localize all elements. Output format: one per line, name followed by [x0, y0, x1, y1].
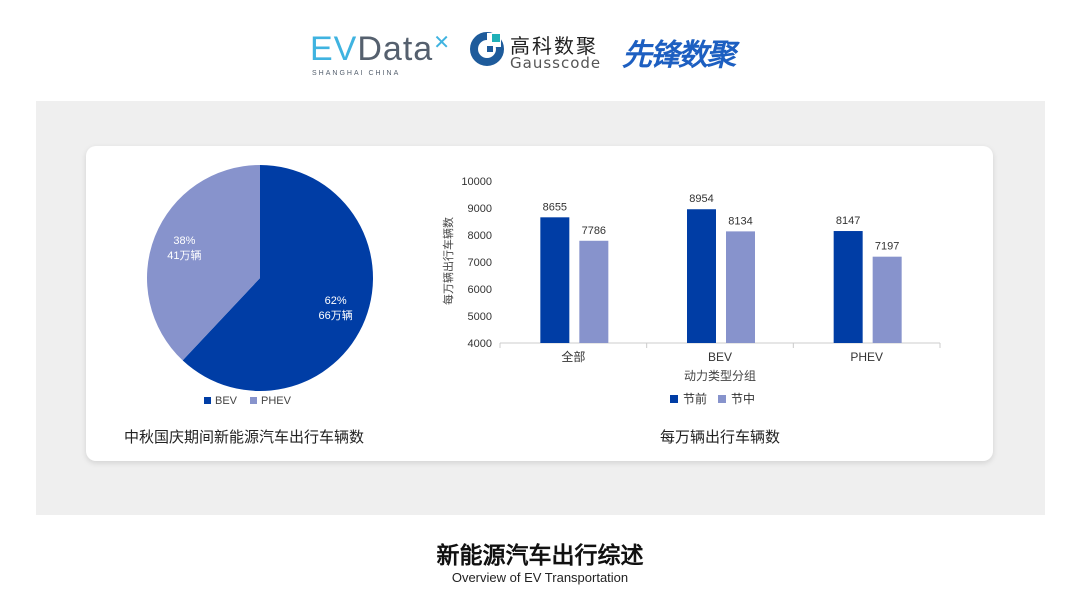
pie-percent-label: 62% [325, 295, 347, 307]
charts-svg: 62%66万辆 BEV 38%41万辆 PHEV 中秋国庆期间新能源汽车出行车辆数 400… [124, 165, 941, 446]
y-tick-label: 8000 [468, 230, 492, 242]
gausscode-logo: 高科数聚 Gausscode [470, 30, 600, 72]
footer-title: 新能源汽车出行综述 [436, 543, 644, 569]
bar-value-label: 8655 [543, 201, 567, 213]
bar-节前 [833, 231, 863, 343]
bar-value-label: 7197 [875, 241, 899, 253]
bar-value-label: 8134 [728, 215, 752, 227]
y-tick-label: 9000 [468, 203, 492, 215]
y-tick-label: 6000 [468, 284, 492, 296]
y-tick-label: 4000 [468, 338, 492, 350]
y-tick-label: 7000 [468, 257, 492, 269]
x-tick-label: PHEV [850, 350, 883, 364]
pie-title: 中秋国庆期间新能源汽车出行车辆数 [124, 429, 364, 446]
evdata-logo: EVData✕ SHANGHAI CHINA [310, 30, 451, 77]
pie-slice-bev [182, 165, 373, 391]
bar-节前 [540, 217, 570, 343]
legend-label: BEV [215, 395, 238, 407]
bar-节中 [579, 240, 609, 343]
xianfeng-logo: 先锋数聚 [622, 38, 736, 73]
bar-title: 每万辆出行车辆数 [660, 429, 780, 446]
x-tick-label: BEV [708, 350, 732, 364]
logo-bar: EVData✕ SHANGHAI CHINA 高科数聚 Gausscode 先锋数… [0, 24, 1080, 77]
footer-subtitle: Overview of EV Transportation [451, 570, 629, 585]
pie-value-label: 66万辆 [319, 308, 353, 322]
x-axis-title: 动力类型分组 [684, 369, 756, 383]
bar-value-label: 7786 [582, 225, 606, 237]
pie-slice-phev [147, 165, 260, 361]
legend-label: PHEV [261, 395, 292, 407]
legend-label: 节前 [683, 391, 707, 406]
evdata-sub: SHANGHAI CHINA [312, 70, 401, 77]
chart-card: 62% 66万辆 BEV 38% 41万辆 PHEV 中秋国庆期间新能源汽车出行车辆数 400… [86, 146, 993, 461]
bar-value-label: 8954 [689, 193, 713, 205]
y-tick-label: 5000 [468, 311, 492, 323]
y-axis-title: 每万辆出行车辆数 [441, 217, 455, 305]
bar-节中 [872, 256, 902, 343]
bar-节前 [687, 209, 716, 343]
pie-percent-label: 38% [173, 235, 195, 247]
legend-swatch [250, 397, 257, 404]
x-tick-label: 全部 [561, 349, 585, 364]
bar-节中 [726, 231, 755, 343]
bar-value-label: 8147 [836, 215, 860, 227]
gausscode-icon [470, 32, 504, 66]
y-tick-label: 10000 [461, 176, 492, 188]
legend-swatch [670, 395, 678, 403]
legend-swatch [204, 397, 211, 404]
legend-swatch [718, 395, 726, 403]
pie-value-label: 41万辆 [167, 248, 201, 262]
legend-label: 节中 [731, 391, 755, 406]
